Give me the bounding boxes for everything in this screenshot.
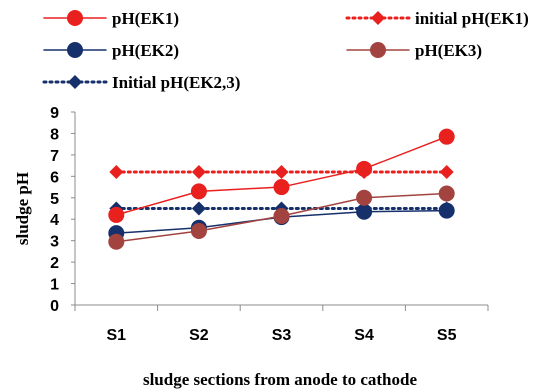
legend-label: pH(EK3) [415,41,482,60]
series-3 [108,185,455,250]
y-tick-label: 4 [50,212,59,229]
legend-label: initial pH(EK1) [415,9,529,28]
y-tick-label: 8 [50,126,59,143]
data-point [356,203,373,220]
x-tick-label: S3 [272,327,292,344]
y-axis: 0 1 2 3 4 5 6 7 8 9 [50,105,76,315]
x-tick-label: S2 [189,327,209,344]
series-0 [108,128,455,223]
data-point [438,185,455,202]
y-tick-label: 9 [50,105,59,122]
legend-item: pH(EK2) [43,41,179,60]
x-tick-label: S4 [354,327,374,344]
legend-label: pH(EK1) [112,9,179,28]
data-point [356,189,373,206]
y-tick-label: 1 [50,277,59,294]
legend-label: pH(EK2) [112,41,179,60]
legend-marker [68,75,82,89]
legend-item: initial pH(EK1) [345,9,529,28]
legend-label: Initial pH(EK2,3) [112,73,240,92]
y-axis-title: sludge pH [13,172,32,245]
legend-item: pH(EK3) [346,41,482,60]
data-point [191,165,206,180]
data-point [190,183,207,200]
legend-marker [67,42,83,58]
data-point [439,165,454,180]
x-tick-label: S5 [437,327,457,344]
y-tick-label: 3 [50,234,59,251]
x-axis-title: sludge sections from anode to cathode [143,370,417,389]
data-point [109,165,124,180]
data-point [273,208,290,225]
x-tick-label: S1 [107,327,127,344]
x-axis: S1 S2 S3 S4 S5 [74,304,489,344]
y-tick-label: 6 [50,169,59,186]
legend-marker [67,10,83,26]
legend-marker [371,11,385,25]
y-tick-label: 5 [50,191,59,208]
data-point [108,233,125,250]
y-tick-label: 7 [50,148,59,165]
y-tick-label: 0 [50,298,59,315]
data-point [438,128,455,145]
legend-marker [370,42,386,58]
data-point [356,160,373,177]
data-point [190,223,207,240]
data-point [273,179,290,196]
series-layer [108,128,455,250]
legend-item: Initial pH(EK2,3) [42,73,240,92]
data-point [438,202,455,219]
y-tick-label: 2 [50,255,59,272]
data-point [274,165,289,180]
legend-item: pH(EK1) [43,9,179,28]
legend: pH(EK1) initial pH(EK1) pH(EK2) pH(EK3) Init… [42,9,529,92]
data-point [108,206,125,223]
data-point [191,201,206,216]
series-1 [109,165,454,180]
